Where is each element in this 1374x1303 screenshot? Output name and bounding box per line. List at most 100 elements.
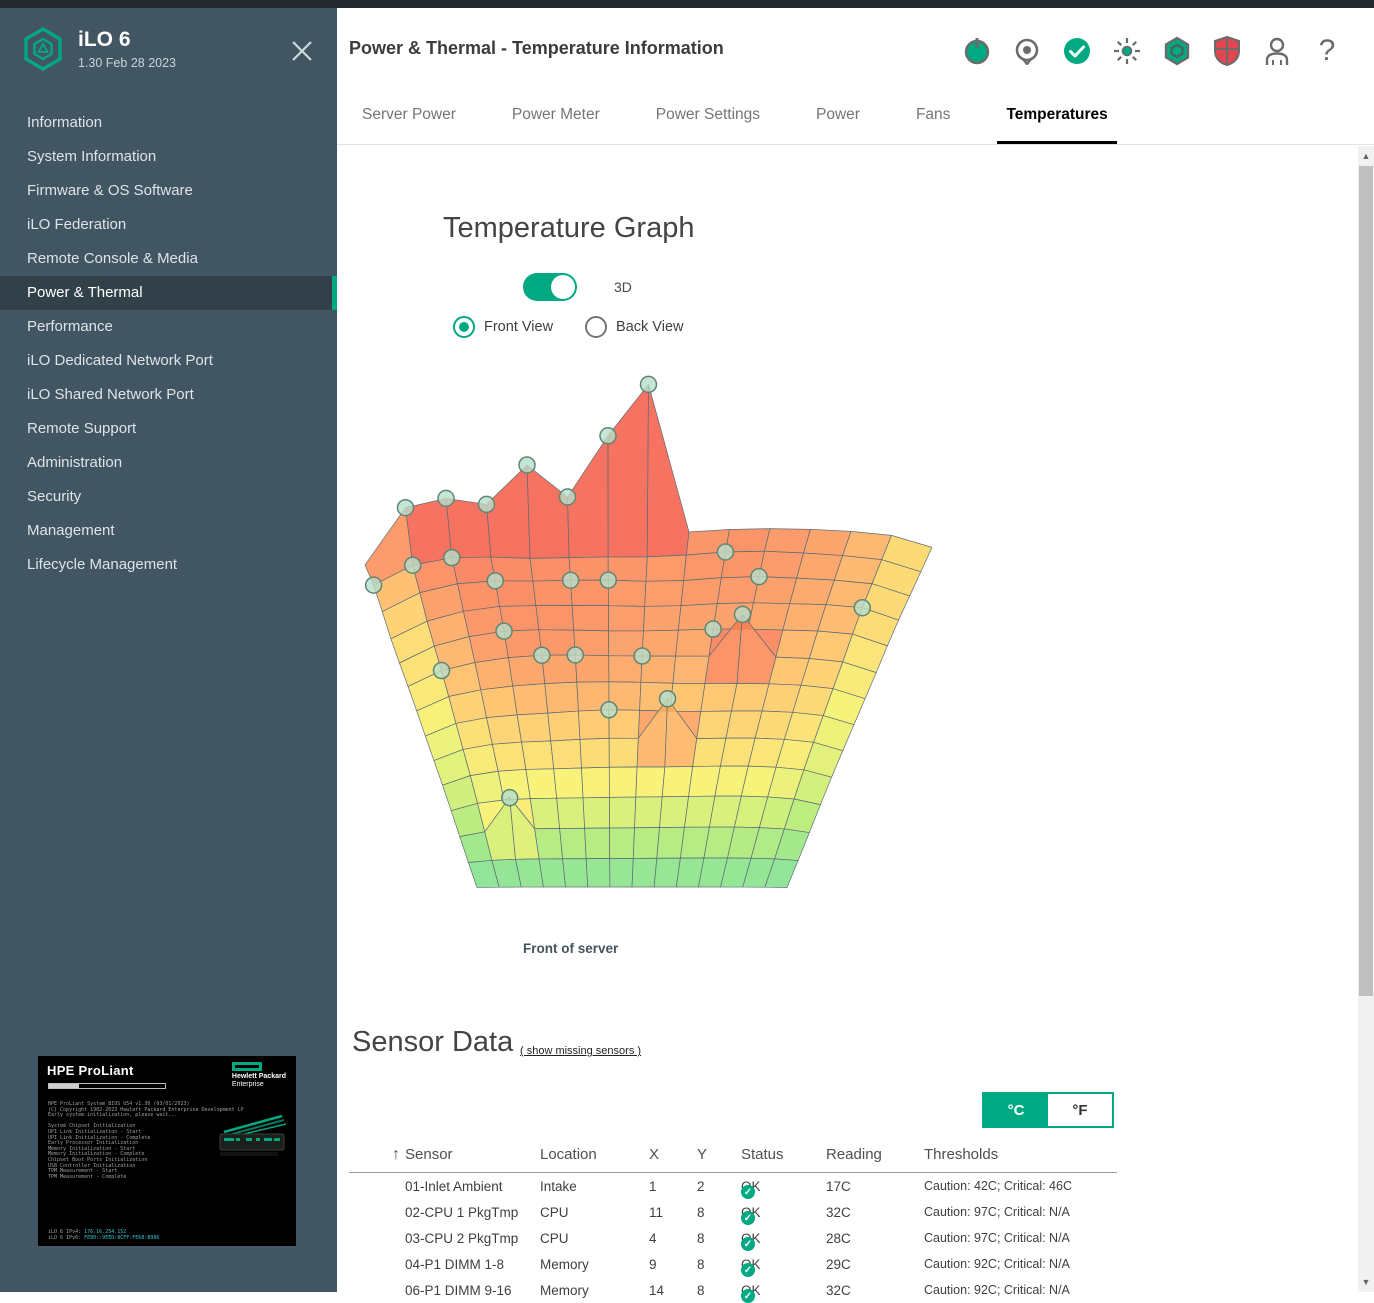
tab-fans[interactable]: Fans [915,106,951,123]
cell-y: 8 [697,1257,705,1272]
cell-location: Memory [540,1283,589,1298]
cell-sensor: 04-P1 DIMM 1-8 [405,1257,505,1272]
cell-status: ✓OK [741,1179,761,1199]
cell-y: 2 [697,1179,705,1194]
close-icon[interactable] [289,38,315,64]
tab-temperatures[interactable]: Temperatures [997,106,1117,144]
unit-toggle: °C °F [982,1092,1114,1128]
cell-x: 14 [649,1283,665,1298]
sensor-marker [639,375,658,394]
status-ok-icon: ✓ [741,1211,755,1225]
cell-location: CPU [540,1231,569,1246]
sensor-table-body: 01-Inlet Ambient Intake 1 2 ✓OK 17C Caution: 4… [349,1173,1117,1303]
table-row: 04-P1 DIMM 1-8 Memory 9 8 ✓OK 29C Caution: 92C… [349,1251,1117,1277]
uid-locate-icon[interactable] [1012,36,1042,66]
3d-toggle-label: 3D [614,279,632,295]
sidebar-item-administration[interactable]: Administration [27,454,123,471]
front-of-server-label: Front of server [523,941,619,956]
sensor-marker [500,788,519,807]
temperature-surface-chart[interactable] [337,360,977,915]
sensor-marker [704,620,722,638]
scroll-down-icon[interactable]: ▼ [1361,1277,1371,1287]
tab-power-settings[interactable]: Power Settings [655,106,761,123]
sidebar-item-ilo-dedicated-network-port[interactable]: iLO Dedicated Network Port [27,352,213,369]
sensor-marker [518,456,536,474]
cell-reading: 32C [826,1205,851,1220]
security-shield-icon[interactable] [1212,36,1242,66]
cell-y: 8 [697,1283,705,1298]
status-ok-icon: ✓ [741,1237,755,1251]
sort-arrow-icon: ↑ [392,1146,400,1163]
tab-power[interactable]: Power [816,106,860,123]
col-y[interactable]: Y [697,1146,708,1163]
main-content: Power & Thermal - Temperature Informatio… [337,0,1374,1303]
col-thresholds[interactable]: Thresholds [924,1146,999,1163]
sidebar: iLO 6 1.30 Feb 28 2023 Information System… [0,0,337,1292]
sensor-marker [443,548,461,567]
col-location[interactable]: Location [540,1146,597,1163]
remote-console-preview[interactable]: HPE ProLiant Hewlett Packard Enterprise … [38,1056,296,1246]
cell-sensor: 06-P1 DIMM 9-16 [405,1283,512,1298]
sensor-marker [633,647,651,665]
front-view-radio[interactable] [453,316,475,338]
help-icon[interactable]: ? [1318,34,1336,67]
col-reading[interactable]: Reading [826,1146,882,1163]
sensor-marker [495,622,513,640]
page-title: Power & Thermal - Temperature Informatio… [349,38,724,58]
cell-y: 8 [697,1231,705,1246]
3d-toggle[interactable] [523,273,577,301]
sidebar-item-firmware-os-software[interactable]: Firmware & OS Software [27,182,193,199]
ilo-hexagon-icon[interactable] [1162,36,1192,66]
scroll-up-icon[interactable]: ▲ [1361,151,1371,161]
scrollbar-thumb[interactable] [1359,166,1373,996]
show-missing-sensors-link[interactable]: ( show missing sensors ) [520,1045,642,1057]
table-row: 03-CPU 2 PkgTmp CPU 4 8 ✓OK 28C Caution: 97C; … [349,1225,1117,1251]
sidebar-item-remote-console-media[interactable]: Remote Console & Media [27,250,198,267]
temperature-graph-title: Temperature Graph [443,212,695,244]
console-title: HPE ProLiant [47,1063,134,1078]
cell-location: Intake [540,1179,577,1194]
cell-sensor: 02-CPU 1 PkgTmp [405,1205,519,1220]
console-ip-lines: iLO 6 IPv4: 176.16.254.152 iLO 6 IPv6: FE… [48,1229,160,1241]
sidebar-item-system-information[interactable]: System Information [27,148,157,165]
cell-sensor: 03-CPU 2 PkgTmp [405,1231,519,1246]
sidebar-item-remote-support[interactable]: Remote Support [27,420,137,437]
sidebar-nav: Information System Information Firmware & … [0,106,337,582]
cell-x: 11 [649,1205,664,1220]
celsius-button[interactable]: °C [984,1094,1048,1126]
tab-server-power[interactable]: Server Power [362,106,456,123]
vertical-scrollbar[interactable]: ▲ ▼ [1358,146,1374,1292]
sidebar-item-ilo-shared-network-port[interactable]: iLO Shared Network Port [27,386,194,403]
sidebar-item-ilo-federation[interactable]: iLO Federation [27,216,127,233]
cell-reading: 29C [826,1257,851,1272]
sensor-marker [486,572,505,590]
sidebar-item-security[interactable]: Security [27,488,82,505]
sensor-table: ↑ Sensor Location X Y Status Reading Thr… [349,1140,1117,1303]
sensor-table-header: ↑ Sensor Location X Y Status Reading Thr… [349,1140,1117,1173]
app-title: iLO 6 [78,28,131,51]
cell-thresholds: Caution: 97C; Critical: N/A [924,1205,1070,1219]
sidebar-item-management[interactable]: Management [27,522,115,539]
sidebar-item-performance[interactable]: Performance [27,318,113,335]
user-icon[interactable] [1262,36,1292,66]
sidebar-item-power-thermal[interactable]: Power & Thermal [0,276,337,310]
sidebar-item-lifecycle-management[interactable]: Lifecycle Management [27,556,178,573]
cell-thresholds: Caution: 97C; Critical: N/A [924,1231,1070,1245]
sensor-marker [658,689,677,708]
brightness-icon[interactable] [1112,36,1142,66]
cell-y: 8 [697,1205,705,1220]
col-status[interactable]: Status [741,1146,784,1163]
tab-power-meter[interactable]: Power Meter [511,106,600,123]
col-sensor[interactable]: Sensor [405,1146,453,1163]
power-icon[interactable] [962,36,992,66]
back-view-radio[interactable] [585,316,608,338]
health-ok-icon[interactable] [1062,36,1092,66]
top-strip [0,0,1374,8]
sensor-marker [599,571,618,589]
col-x[interactable]: X [649,1146,660,1163]
sidebar-item-information[interactable]: Information [27,114,103,131]
cell-location: CPU [540,1205,569,1220]
fahrenheit-button[interactable]: °F [1048,1094,1112,1126]
sidebar-header: iLO 6 1.30 Feb 28 2023 [0,0,337,96]
tab-bar: Server Power Power Meter Power Settings Pow… [353,106,1155,144]
